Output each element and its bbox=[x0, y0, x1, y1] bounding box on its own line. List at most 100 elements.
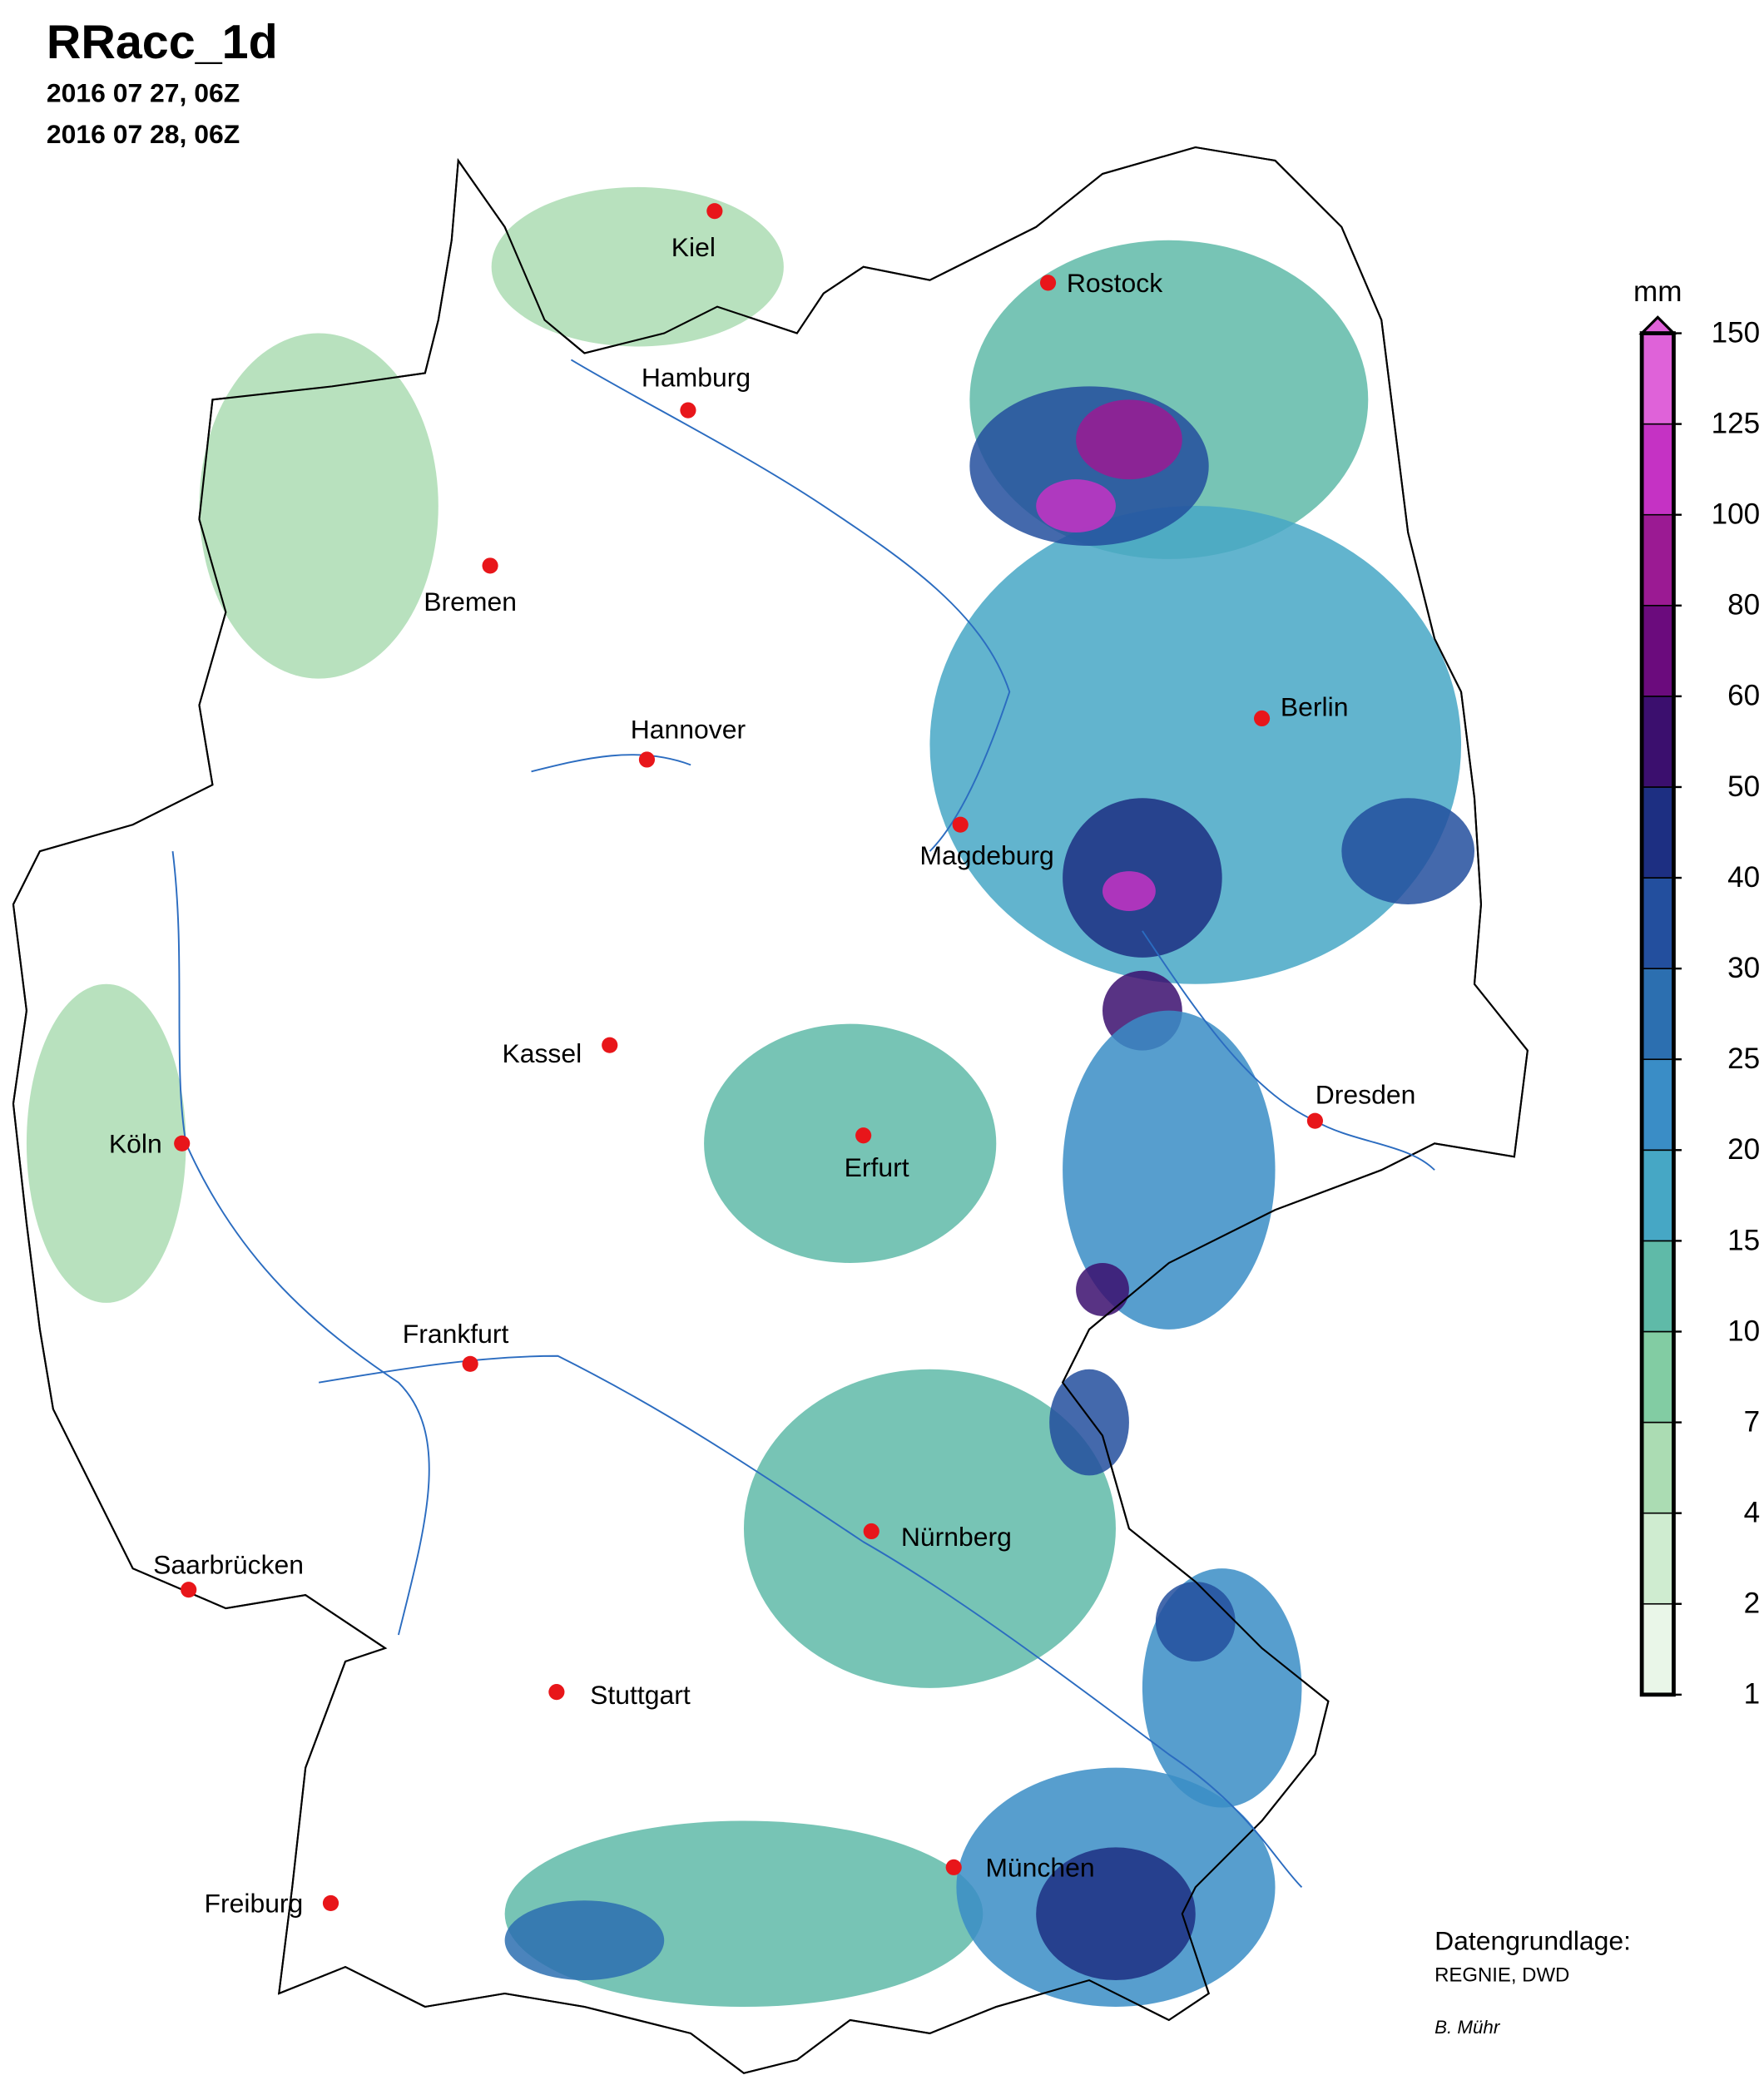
colorbar-label: 50 bbox=[1727, 770, 1760, 803]
map-area bbox=[12, 146, 1529, 2074]
colorbar: 1 2 4 7 10 15 20 25 30 40 50 60 80 100 125 150 bbox=[1638, 315, 1761, 1711]
city-label: München bbox=[985, 1853, 1094, 1883]
city-marker bbox=[322, 1894, 339, 1912]
precip-area bbox=[504, 1900, 665, 1981]
colorbar-swatch bbox=[1641, 1240, 1675, 1333]
river bbox=[531, 754, 691, 773]
precip-area bbox=[1102, 871, 1156, 911]
precip-area bbox=[1076, 1263, 1129, 1316]
colorbar-label: 7 bbox=[1744, 1405, 1761, 1438]
precip-area bbox=[1036, 479, 1116, 532]
precip-area bbox=[743, 1369, 1116, 1688]
city-marker bbox=[482, 557, 498, 574]
precip-area bbox=[491, 186, 784, 347]
city-label: Frankfurt bbox=[403, 1319, 509, 1349]
city-label: Kiel bbox=[671, 232, 716, 262]
colorbar-label: 20 bbox=[1727, 1133, 1760, 1166]
precip-area bbox=[1036, 1847, 1196, 1981]
precip-area bbox=[199, 333, 439, 679]
colorbar-frame bbox=[1639, 331, 1676, 1697]
colorbar-swatch bbox=[1641, 423, 1675, 516]
city-marker bbox=[952, 816, 969, 833]
precip-area bbox=[1076, 399, 1182, 480]
precip-area bbox=[26, 983, 186, 1303]
precip-area bbox=[1155, 1582, 1236, 1662]
city-label: Dresden bbox=[1316, 1079, 1416, 1109]
city-label: Freiburg bbox=[205, 1889, 304, 1919]
city-marker bbox=[945, 1859, 962, 1875]
city-label: Magdeburg bbox=[919, 840, 1053, 870]
city-label: Nürnberg bbox=[901, 1522, 1012, 1552]
rivers bbox=[171, 359, 1435, 1888]
country-border bbox=[12, 146, 1529, 2074]
city-label: Köln bbox=[109, 1128, 162, 1158]
city-marker bbox=[548, 1684, 565, 1701]
colorbar-label: 80 bbox=[1727, 589, 1760, 622]
colorbar-swatch bbox=[1641, 1421, 1675, 1514]
precip-area bbox=[1063, 1010, 1276, 1330]
precip-area bbox=[1049, 1369, 1129, 1476]
city-label: Berlin bbox=[1281, 691, 1349, 721]
title: RRacc_1d bbox=[47, 16, 278, 69]
colorbar-label: 30 bbox=[1727, 952, 1760, 984]
precip-area bbox=[704, 1023, 997, 1263]
subtitle: 2016 07 27, 06Z bbox=[47, 78, 240, 108]
city-marker bbox=[602, 1037, 618, 1053]
colorbar-swatch bbox=[1641, 1512, 1675, 1605]
city-marker bbox=[181, 1582, 197, 1598]
colorbar-label: 2 bbox=[1744, 1587, 1761, 1620]
credit-label: Datengrundlage: bbox=[1434, 1925, 1631, 1955]
colorbar-swatch bbox=[1641, 968, 1675, 1061]
colorbar-label: 60 bbox=[1727, 680, 1760, 712]
colorbar-label: 100 bbox=[1712, 498, 1761, 531]
precipitation-field bbox=[26, 186, 1474, 2007]
city-marker bbox=[855, 1127, 872, 1144]
colorbar-swatch bbox=[1641, 696, 1675, 788]
colorbar-swatch bbox=[1641, 1058, 1675, 1151]
river bbox=[570, 359, 1011, 852]
city-label: Rostock bbox=[1067, 268, 1162, 298]
credit-source: REGNIE, DWD bbox=[1434, 1964, 1569, 1987]
river bbox=[171, 851, 430, 1636]
city-marker bbox=[462, 1355, 478, 1372]
colorbar-label: 15 bbox=[1727, 1224, 1760, 1256]
colorbar-label: 4 bbox=[1744, 1497, 1761, 1529]
colorbar-label: 1 bbox=[1744, 1678, 1761, 1711]
colorbar-swatch bbox=[1641, 1330, 1675, 1424]
colorbar-label: 150 bbox=[1712, 316, 1761, 349]
city-label: Hamburg bbox=[642, 362, 751, 392]
city-marker bbox=[174, 1135, 191, 1151]
city-marker bbox=[863, 1523, 880, 1540]
precip-area bbox=[929, 506, 1462, 984]
credit-author: B. Mühr bbox=[1434, 2017, 1501, 2038]
city-marker bbox=[706, 203, 723, 220]
cities: Kiel Rostock Hamburg Bremen Hannover Berlin Ma… bbox=[109, 203, 1415, 1919]
colorbar-label: 40 bbox=[1727, 861, 1760, 894]
subtitle: 2016 07 28, 06Z bbox=[47, 119, 240, 149]
colorbar-swatch bbox=[1641, 786, 1675, 879]
colorbar-label: 25 bbox=[1727, 1042, 1760, 1075]
city-label: Hannover bbox=[631, 714, 746, 744]
city-label: Erfurt bbox=[845, 1152, 909, 1182]
city-marker bbox=[1306, 1112, 1323, 1129]
city-marker bbox=[1253, 710, 1271, 727]
city-marker bbox=[1039, 275, 1057, 291]
city-marker bbox=[638, 751, 656, 768]
colorbar-extend bbox=[1638, 315, 1677, 335]
city-marker bbox=[680, 402, 696, 418]
colorbar-swatch bbox=[1641, 877, 1675, 969]
river bbox=[318, 1355, 1303, 1888]
colorbar-swatch bbox=[1641, 513, 1675, 607]
city-label: Stuttgart bbox=[590, 1680, 691, 1710]
colorbar-label: 125 bbox=[1712, 407, 1761, 439]
city-label: Saarbrücken bbox=[153, 1550, 304, 1580]
city-label: Kassel bbox=[502, 1038, 582, 1068]
city-label: Bremen bbox=[424, 587, 517, 617]
colorbar-swatch bbox=[1641, 332, 1675, 425]
precip-area bbox=[1341, 798, 1474, 904]
river bbox=[1142, 930, 1435, 1171]
legend-unit: mm bbox=[1633, 275, 1682, 308]
colorbar-swatch bbox=[1641, 604, 1675, 697]
